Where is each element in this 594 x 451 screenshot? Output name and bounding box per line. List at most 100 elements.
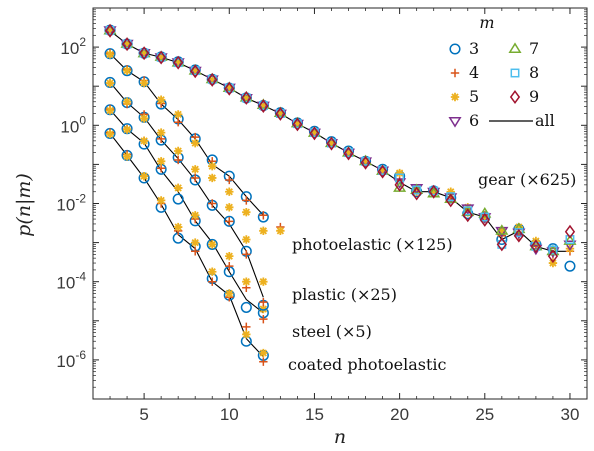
data-point [344, 149, 353, 158]
series-group [104, 127, 269, 366]
data-point [514, 222, 524, 232]
data-point [173, 222, 183, 232]
data-point [343, 146, 354, 161]
data-point [564, 224, 576, 239]
data-point [242, 322, 251, 332]
data-point [293, 119, 302, 128]
data-point [259, 277, 268, 286]
data-point [378, 166, 387, 175]
data-point [462, 208, 473, 223]
series-m-5 [105, 78, 268, 286]
data-point [495, 226, 509, 238]
data-point [242, 330, 251, 339]
data-point [105, 78, 115, 88]
legend-marker [448, 117, 462, 128]
data-point [156, 95, 166, 104]
data-point [394, 177, 405, 192]
data-point [156, 53, 166, 62]
data-point [173, 58, 183, 68]
data-point [564, 260, 576, 272]
data-point [138, 46, 150, 61]
data-point [242, 250, 251, 259]
data-point [207, 72, 218, 87]
annotation-steel: steel (×5) [292, 322, 372, 341]
data-point [173, 118, 183, 127]
data-point [242, 94, 251, 103]
data-point [225, 289, 234, 298]
data-point [565, 235, 575, 244]
axis-ticks: 5 10 15 20 25 30 10-6 10-4 10-2 100 102 [56, 7, 587, 424]
data-point [445, 193, 456, 208]
legend-marker [509, 90, 521, 104]
data-point [208, 267, 217, 276]
legend-entry: 7 [508, 39, 539, 58]
data-point [327, 139, 336, 148]
series-m-9 [104, 23, 576, 264]
data-point [191, 247, 200, 256]
data-point [223, 215, 235, 227]
y-tick-label: 10-2 [56, 192, 86, 215]
data-point [242, 277, 251, 286]
data-point [172, 193, 184, 205]
data-point [241, 91, 252, 105]
data-point [139, 49, 149, 58]
data-point [242, 235, 251, 244]
data-point [496, 237, 507, 252]
data-point [240, 301, 252, 313]
data-point [208, 161, 217, 171]
data-point [546, 244, 560, 256]
data-point [276, 226, 285, 236]
legend-entry: 8 [510, 63, 539, 82]
data-point [547, 249, 559, 264]
data-point [377, 164, 388, 179]
legend-label: 9 [529, 87, 539, 106]
data-point [208, 277, 217, 286]
data-point [225, 175, 234, 185]
data-point [191, 238, 200, 247]
legend-marker [450, 92, 460, 102]
data-point [208, 199, 217, 208]
data-point [242, 196, 251, 205]
plot-series [103, 23, 577, 366]
data-point [225, 84, 234, 93]
data-point [259, 211, 268, 220]
series-m-5 [105, 129, 268, 358]
series-line-all [109, 109, 264, 314]
legend-entry: 6 [448, 111, 479, 130]
legend-label: 6 [469, 111, 479, 130]
data-point [546, 247, 560, 258]
legend: m 3 4 5 6 7 8 9 all [448, 13, 555, 130]
data-point [173, 183, 183, 193]
data-point [463, 206, 473, 216]
data-point [122, 152, 132, 161]
series-line-all [109, 133, 264, 358]
data-point [242, 207, 251, 217]
data-point [105, 106, 115, 115]
series-line-all [109, 53, 264, 216]
annotation-plastic: plastic (×25) [292, 285, 397, 304]
y-tick-label: 10-6 [56, 348, 86, 371]
x-tick-label: 20 [390, 405, 409, 424]
series-line-all [109, 82, 264, 298]
legend-entry: all [489, 111, 555, 130]
x-tick-label: 5 [139, 405, 148, 424]
legend-entry: 9 [509, 87, 539, 106]
x-tick-label: 25 [475, 405, 494, 424]
data-point [411, 186, 422, 201]
data-point [139, 136, 149, 146]
data-point [190, 64, 201, 79]
series-group [103, 23, 577, 272]
data-point [563, 234, 577, 245]
data-point [395, 168, 404, 178]
series-group [104, 48, 285, 236]
data-point [259, 101, 268, 111]
y-tick-label: 10-4 [56, 270, 86, 293]
data-point [429, 188, 438, 197]
data-point [259, 314, 268, 324]
data-point [563, 240, 577, 252]
data-point [258, 99, 269, 114]
legend-label: 5 [469, 87, 479, 106]
data-point [412, 185, 422, 195]
